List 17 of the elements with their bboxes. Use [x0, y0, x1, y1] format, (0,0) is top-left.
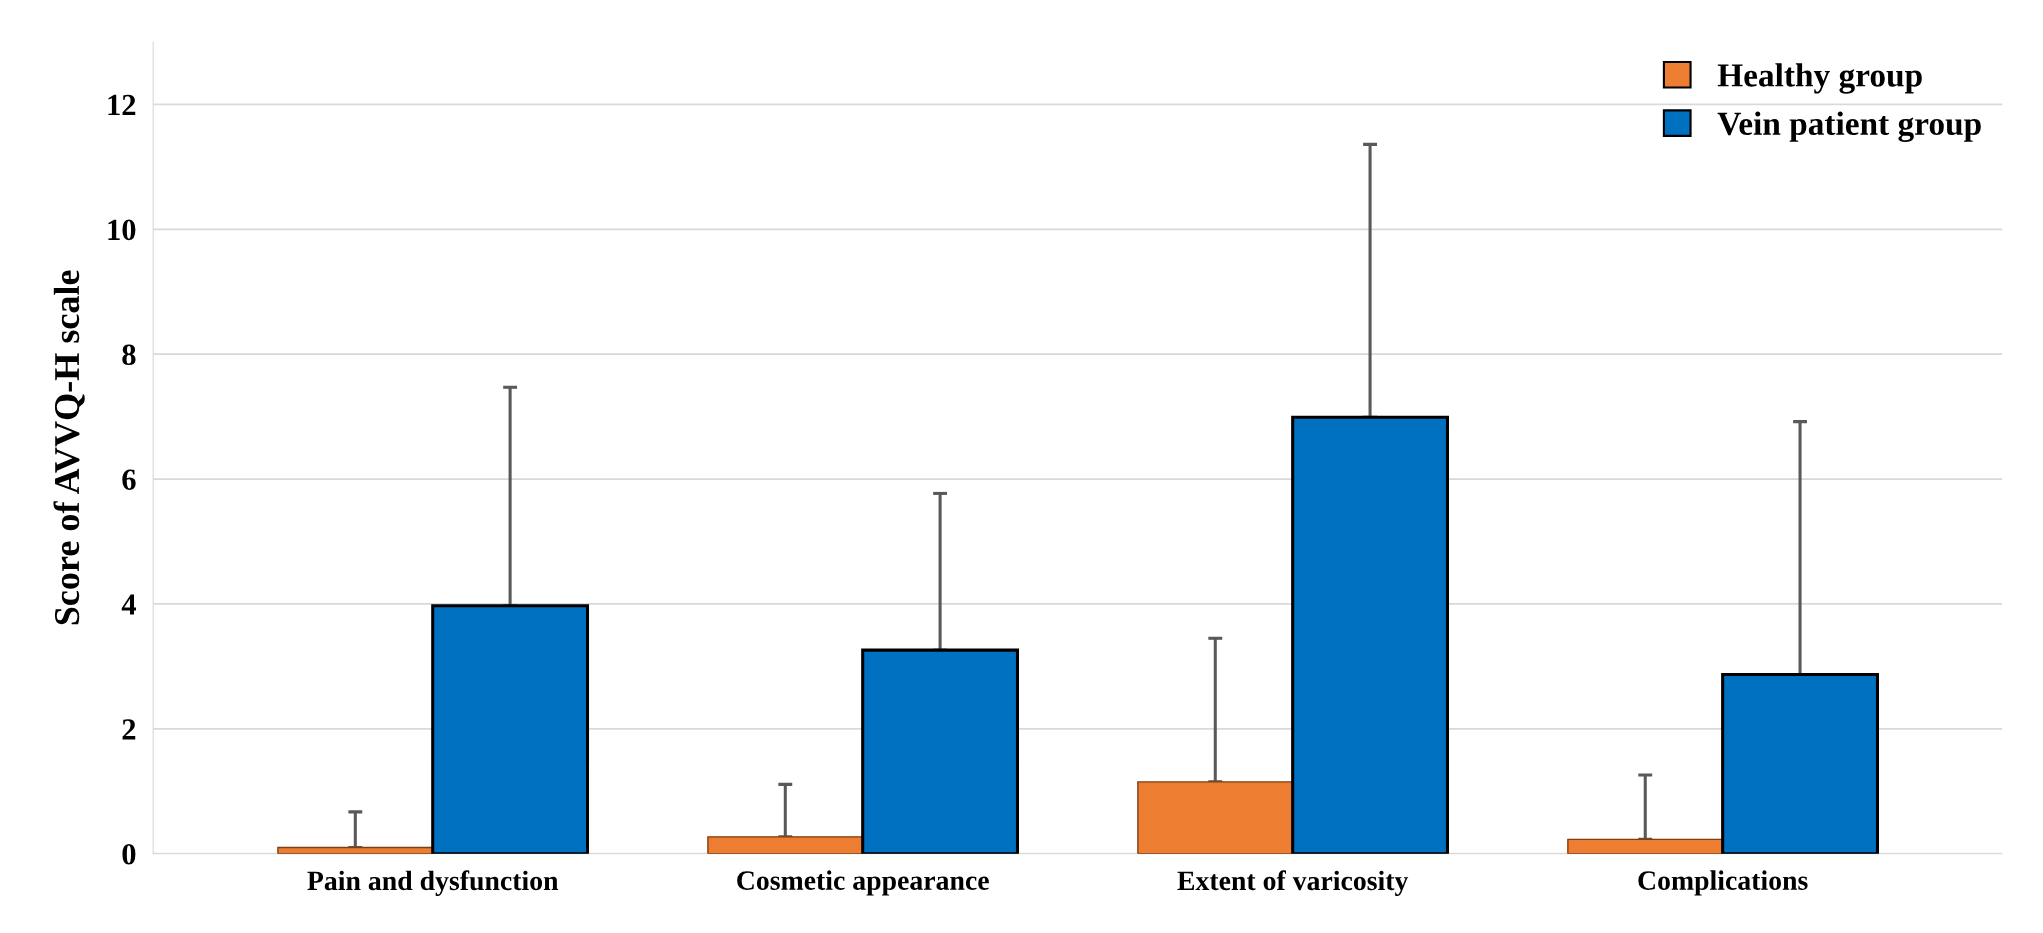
- x-tick-label: Complications: [1638, 870, 1808, 896]
- x-tick-label: Cosmetic appearance: [737, 870, 989, 896]
- y-tick-label: 12: [108, 94, 136, 116]
- y-tick-label: 6: [122, 469, 136, 490]
- bar: [1567, 838, 1724, 854]
- y-axis-title: Score of AVVQ-H scale: [53, 270, 85, 625]
- legend-label: Vein patient group: [1717, 111, 1981, 143]
- y-tick-label: 8: [122, 344, 136, 366]
- y-tick-label: 4: [121, 594, 136, 615]
- x-tick-label: Extent of varicosity: [1177, 870, 1409, 896]
- y-tick-label: 10: [108, 219, 136, 241]
- bar: [707, 836, 864, 854]
- y-tick-label: 0: [122, 843, 136, 865]
- bar: [1137, 781, 1294, 854]
- y-tick-label: 2: [122, 719, 136, 740]
- legend-label: Healthy group: [1717, 63, 1922, 94]
- x-tick-label: Pain and dysfunction: [307, 870, 559, 896]
